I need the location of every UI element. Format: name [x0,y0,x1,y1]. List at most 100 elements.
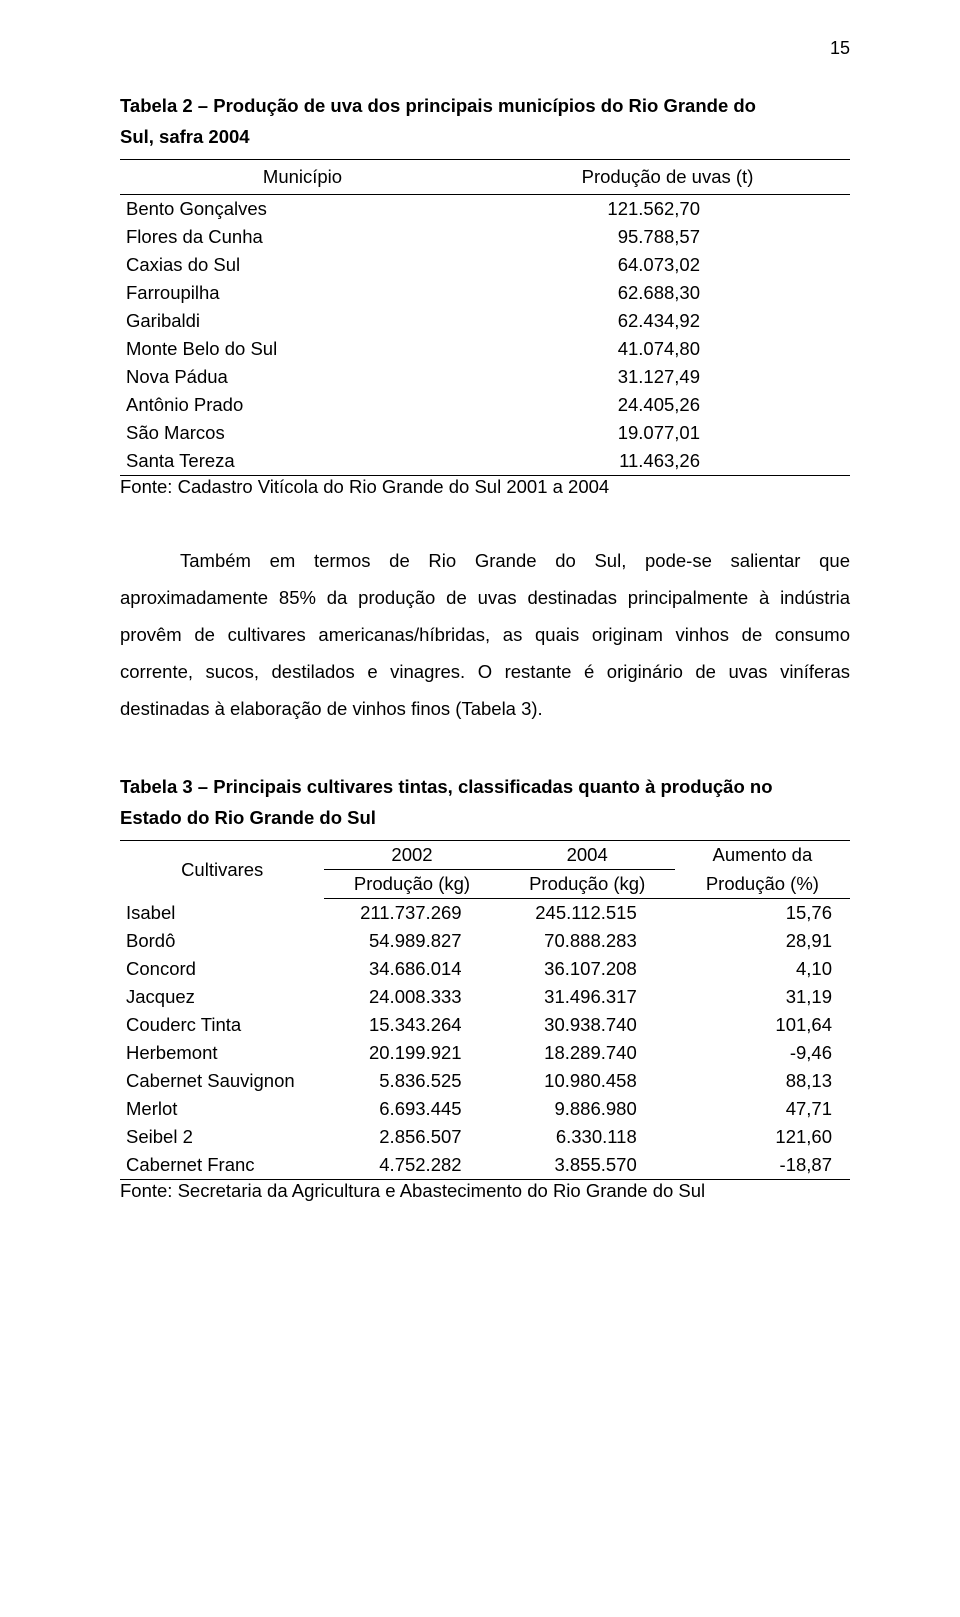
cell-cultivar: Seibel 2 [120,1123,324,1151]
cell-2002: 54.989.827 [324,927,499,955]
table-row: Caxias do Sul64.073,02 [120,251,850,279]
cell-value: 121.562,70 [485,194,850,223]
table2: Município Produção de uvas (t) Bento Gon… [120,159,850,476]
table-row: Bordô54.989.82770.888.28328,91 [120,927,850,955]
table-row: Garibaldi62.434,92 [120,307,850,335]
cell-municipio: São Marcos [120,419,485,447]
cell-pct: 28,91 [675,927,850,955]
cell-value: 64.073,02 [485,251,850,279]
cell-pct: 15,76 [675,898,850,927]
table-row: Couderc Tinta15.343.26430.938.740101,64 [120,1011,850,1039]
cell-municipio: Monte Belo do Sul [120,335,485,363]
table3-head-2004: 2004 [500,840,675,869]
cell-2004: 30.938.740 [500,1011,675,1039]
cell-2002: 2.856.507 [324,1123,499,1151]
cell-municipio: Garibaldi [120,307,485,335]
cell-2004: 36.107.208 [500,955,675,983]
table2-body: Bento Gonçalves121.562,70 Flores da Cunh… [120,194,850,475]
cell-pct: 101,64 [675,1011,850,1039]
cell-pct: -18,87 [675,1151,850,1180]
table2-title-line2: Sul, safra 2004 [120,126,250,147]
cell-2002: 211.737.269 [324,898,499,927]
table2-title: Tabela 2 – Produção de uva dos principai… [120,90,850,153]
table-row: Isabel211.737.269245.112.51515,76 [120,898,850,927]
cell-cultivar: Isabel [120,898,324,927]
cell-municipio: Bento Gonçalves [120,194,485,223]
cell-value: 62.688,30 [485,279,850,307]
table3-head-2002: 2002 [324,840,499,869]
cell-2004: 245.112.515 [500,898,675,927]
cell-2004: 10.980.458 [500,1067,675,1095]
table-row: Herbemont20.199.92118.289.740-9,46 [120,1039,850,1067]
table-row: Concord34.686.01436.107.2084,10 [120,955,850,983]
cell-value: 19.077,01 [485,419,850,447]
cell-value: 41.074,80 [485,335,850,363]
table-row: Merlot6.693.4459.886.98047,71 [120,1095,850,1123]
table3-head-aum1: Aumento da [675,840,850,869]
cell-cultivar: Concord [120,955,324,983]
cell-2002: 34.686.014 [324,955,499,983]
table3-title: Tabela 3 – Principais cultivares tintas,… [120,771,850,834]
cell-municipio: Caxias do Sul [120,251,485,279]
page-number: 15 [830,38,850,59]
table3-title-line1: Tabela 3 – Principais cultivares tintas,… [120,776,773,797]
cell-municipio: Santa Tereza [120,447,485,476]
table2-source: Fonte: Cadastro Vitícola do Rio Grande d… [120,476,850,498]
cell-cultivar: Cabernet Franc [120,1151,324,1180]
table3: Cultivares 2002 2004 Aumento da Produção… [120,840,850,1180]
body-paragraph: Também em termos de Rio Grande do Sul, p… [120,542,850,727]
table3-body: Isabel211.737.269245.112.51515,76 Bordô5… [120,898,850,1179]
cell-2002: 20.199.921 [324,1039,499,1067]
cell-cultivar: Herbemont [120,1039,324,1067]
table3-source: Fonte: Secretaria da Agricultura e Abast… [120,1180,850,1202]
cell-2004: 3.855.570 [500,1151,675,1180]
cell-municipio: Nova Pádua [120,363,485,391]
table-row: Cabernet Sauvignon5.836.52510.980.45888,… [120,1067,850,1095]
cell-municipio: Farroupilha [120,279,485,307]
table3-head-aum2: Produção (%) [675,869,850,898]
cell-2004: 31.496.317 [500,983,675,1011]
table2-col1: Município [120,159,485,194]
cell-2002: 5.836.525 [324,1067,499,1095]
cell-value: 95.788,57 [485,223,850,251]
cell-cultivar: Cabernet Sauvignon [120,1067,324,1095]
cell-cultivar: Jacquez [120,983,324,1011]
cell-value: 24.405,26 [485,391,850,419]
cell-2004: 70.888.283 [500,927,675,955]
cell-pct: 31,19 [675,983,850,1011]
table3-head-prod-2004: Produção (kg) [500,869,675,898]
table3-head-cultivares: Cultivares [120,840,324,898]
cell-municipio: Antônio Prado [120,391,485,419]
cell-2004: 6.330.118 [500,1123,675,1151]
table-row: Nova Pádua31.127,49 [120,363,850,391]
table-row: Bento Gonçalves121.562,70 [120,194,850,223]
cell-pct: -9,46 [675,1039,850,1067]
table-row: Antônio Prado24.405,26 [120,391,850,419]
table-row: Santa Tereza11.463,26 [120,447,850,476]
cell-value: 11.463,26 [485,447,850,476]
cell-pct: 47,71 [675,1095,850,1123]
cell-2004: 18.289.740 [500,1039,675,1067]
table2-col2: Produção de uvas (t) [485,159,850,194]
table2-title-line1: Tabela 2 – Produção de uva dos principai… [120,95,756,116]
table3-head-prod-2002: Produção (kg) [324,869,499,898]
cell-2004: 9.886.980 [500,1095,675,1123]
cell-2002: 6.693.445 [324,1095,499,1123]
cell-cultivar: Couderc Tinta [120,1011,324,1039]
table-row: Seibel 22.856.5076.330.118121,60 [120,1123,850,1151]
table-row: Flores da Cunha95.788,57 [120,223,850,251]
cell-value: 62.434,92 [485,307,850,335]
cell-2002: 24.008.333 [324,983,499,1011]
cell-cultivar: Bordô [120,927,324,955]
cell-pct: 88,13 [675,1067,850,1095]
table-row: São Marcos19.077,01 [120,419,850,447]
table-row: Jacquez24.008.33331.496.31731,19 [120,983,850,1011]
cell-value: 31.127,49 [485,363,850,391]
cell-cultivar: Merlot [120,1095,324,1123]
cell-pct: 4,10 [675,955,850,983]
cell-2002: 15.343.264 [324,1011,499,1039]
page: 15 Tabela 2 – Produção de uva dos princi… [0,0,960,1262]
table-row: Farroupilha62.688,30 [120,279,850,307]
cell-2002: 4.752.282 [324,1151,499,1180]
cell-pct: 121,60 [675,1123,850,1151]
